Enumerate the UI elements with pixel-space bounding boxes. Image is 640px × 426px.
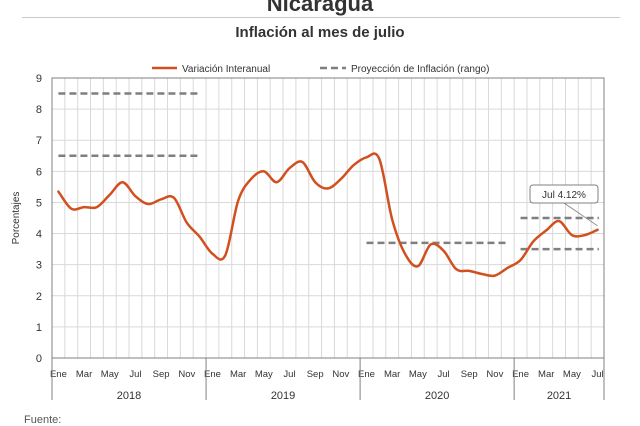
x-month-label-2018-Ene: Ene	[50, 369, 67, 380]
source-label: Fuente:	[24, 414, 62, 426]
chart-title: Inflación al mes de julio	[235, 24, 405, 41]
y-tick-label-9: 9	[36, 73, 42, 85]
x-month-label-2018-May: May	[101, 369, 119, 380]
x-year-label-2018: 2018	[117, 390, 141, 402]
x-month-label-2021-May: May	[563, 369, 581, 380]
x-year-label-2020: 2020	[425, 390, 449, 402]
x-month-label-2021-Mar: Mar	[538, 369, 554, 380]
plot-border	[51, 77, 605, 359]
annotation-leader	[563, 202, 598, 227]
x-month-label-2021-Jul: Jul	[592, 369, 604, 380]
x-month-label-2019-May: May	[255, 369, 273, 380]
x-year-label-2021: 2021	[547, 390, 571, 402]
country-title: Nicaragua	[266, 0, 374, 16]
y-tick-label-3: 3	[36, 260, 42, 272]
x-month-label-2020-Ene: Ene	[358, 369, 375, 380]
y-tick-label-1: 1	[36, 322, 42, 334]
legend-label-projection: Proyección de Inflación (rango)	[351, 64, 489, 75]
x-month-label-2019-Sep: Sep	[307, 369, 324, 380]
x-month-label-2020-Jul: Jul	[437, 369, 449, 380]
annotation-box	[529, 184, 599, 204]
x-month-label-2021-Ene: Ene	[512, 369, 529, 380]
x-month-label-2018-Sep: Sep	[153, 369, 170, 380]
series-line-variacion-interanual	[57, 152, 599, 278]
legend-label-series: Variación Interanual	[182, 64, 270, 75]
y-tick-label-7: 7	[36, 135, 42, 147]
annotation-label: Jul 4.12%	[542, 190, 586, 201]
x-month-label-2020-Mar: Mar	[384, 369, 400, 380]
y-tick-label-6: 6	[36, 166, 42, 178]
y-tick-label-0: 0	[36, 353, 42, 365]
y-tick-label-5: 5	[36, 197, 42, 209]
x-year-label-2019: 2019	[271, 390, 295, 402]
x-month-label-2020-Sep: Sep	[461, 369, 478, 380]
x-month-label-2020-Nov: Nov	[486, 369, 503, 380]
x-month-label-2018-Nov: Nov	[178, 369, 195, 380]
x-month-label-2019-Ene: Ene	[204, 369, 221, 380]
y-tick-label-4: 4	[36, 229, 42, 241]
x-month-label-2018-Mar: Mar	[76, 369, 92, 380]
x-month-label-2019-Jul: Jul	[283, 369, 295, 380]
y-tick-label-2: 2	[36, 291, 42, 303]
x-month-label-2019-Mar: Mar	[230, 369, 246, 380]
y-tick-label-8: 8	[36, 104, 42, 116]
x-month-label-2018-Jul: Jul	[129, 369, 141, 380]
x-month-label-2019-Nov: Nov	[332, 369, 349, 380]
title-divider	[22, 17, 620, 18]
x-month-label-2020-May: May	[409, 369, 427, 380]
y-axis-title: Porcentajes	[11, 192, 22, 245]
